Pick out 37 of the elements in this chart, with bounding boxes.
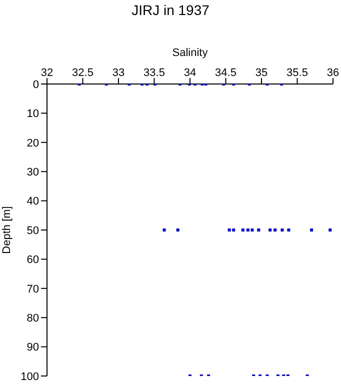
x-tick-label: 35 xyxy=(255,67,268,79)
point xyxy=(228,228,231,232)
x-tick-label: 34 xyxy=(184,67,196,79)
x-axis-title: Salinity xyxy=(172,46,208,59)
y-tick-label: 80 xyxy=(26,312,39,325)
point xyxy=(241,228,244,232)
x-tick-label: 32 xyxy=(40,67,54,79)
y-tick-label: 50 xyxy=(26,224,39,237)
x-tick-label: 36 xyxy=(326,67,340,79)
y-tick-label: 70 xyxy=(26,283,39,296)
y-tick-label: 90 xyxy=(26,342,39,354)
y-tick-label: 30 xyxy=(26,166,39,179)
chart-title: JIRJ in 1937 xyxy=(130,2,210,18)
y-tick-label: 40 xyxy=(26,196,39,208)
x-tick-label: 34.5 xyxy=(215,67,236,79)
y-axis-title: Depth [m] xyxy=(0,206,13,254)
point xyxy=(280,228,284,232)
x-tick-label: 33.5 xyxy=(144,67,165,79)
point xyxy=(257,228,260,232)
point xyxy=(328,228,332,232)
x-tick-label: 35.5 xyxy=(286,67,308,79)
point xyxy=(232,228,236,232)
y-tick-label: 100 xyxy=(20,370,39,383)
point xyxy=(162,228,166,232)
y-tick-label: 0 xyxy=(32,78,39,91)
point xyxy=(310,228,314,232)
point xyxy=(176,228,180,232)
y-tick-label: 10 xyxy=(26,108,39,120)
point xyxy=(274,228,277,232)
point xyxy=(250,228,254,232)
point xyxy=(268,228,272,232)
point xyxy=(246,228,250,232)
y-tick-label: 20 xyxy=(26,137,39,150)
y-tick-label: 60 xyxy=(26,254,39,266)
point xyxy=(287,228,290,232)
x-tick-label: 32.5 xyxy=(72,67,94,79)
x-tick-label: 33 xyxy=(112,67,125,79)
